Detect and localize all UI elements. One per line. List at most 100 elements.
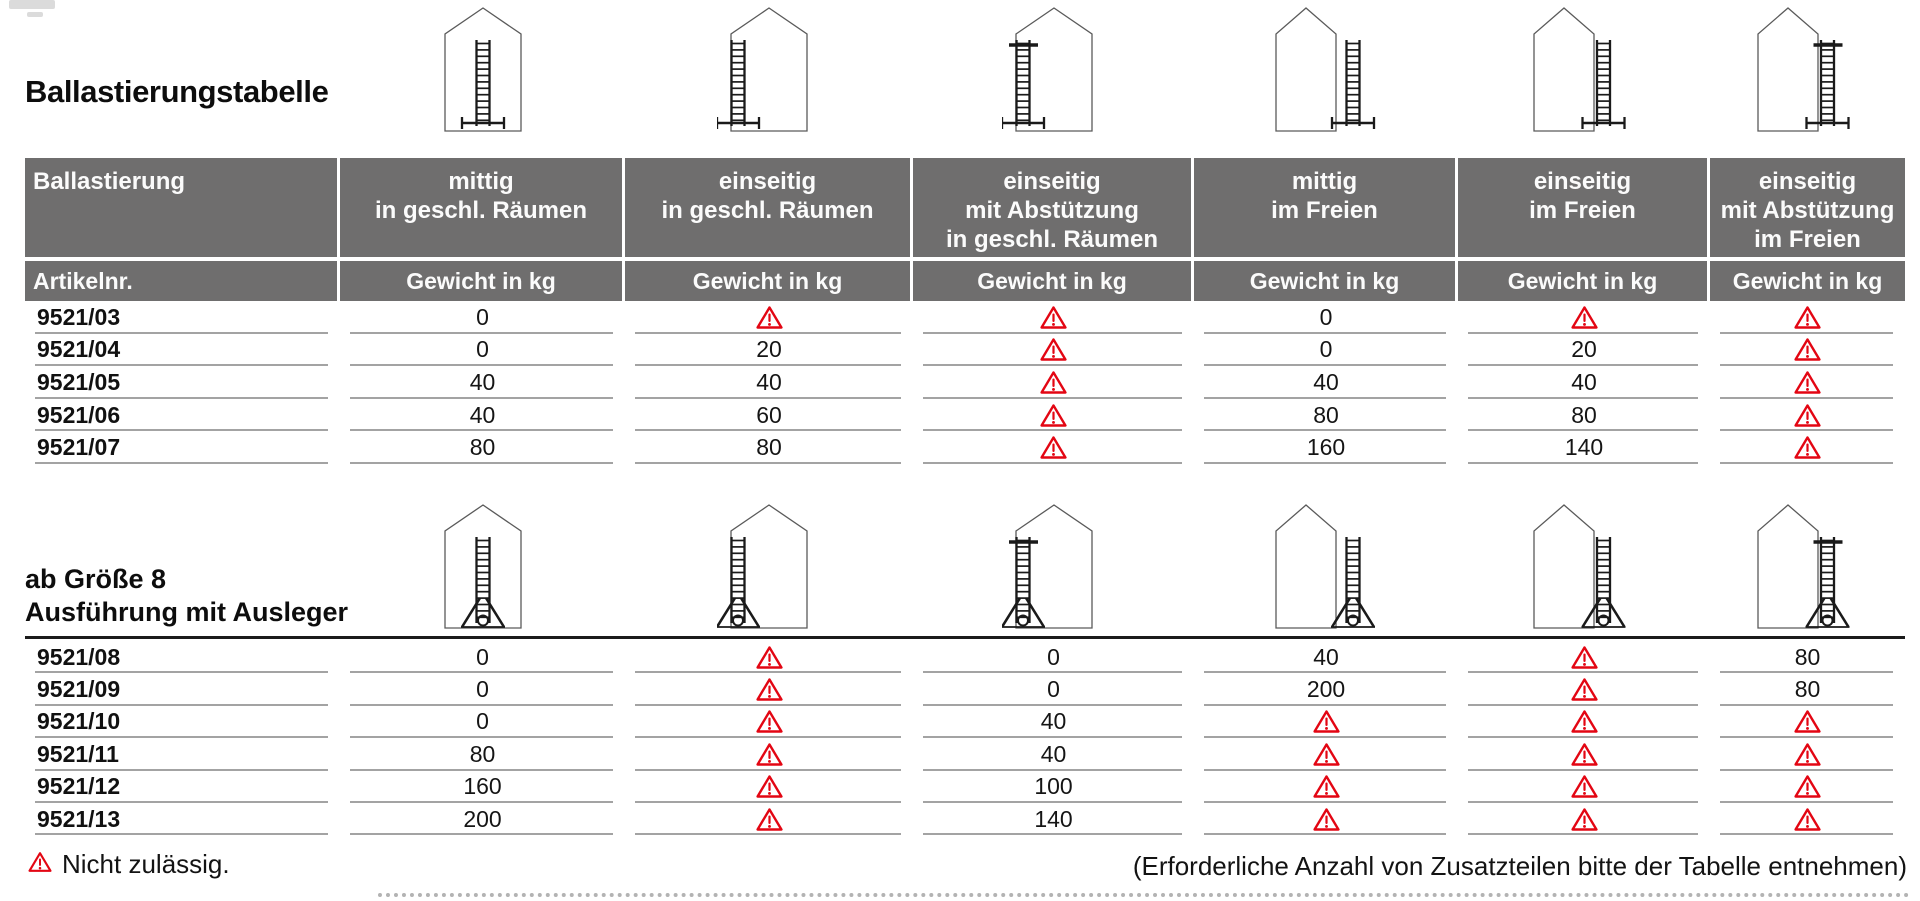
article-cell: 9521/08	[25, 641, 340, 674]
weight-cell: 0	[340, 334, 625, 367]
article-cell: 9521/12	[25, 771, 340, 803]
weight-cell: 0	[913, 641, 1194, 674]
table-row: 9521/09 0 0 200 80	[25, 673, 1905, 706]
row-separator	[1720, 703, 1893, 706]
row-separator	[923, 736, 1182, 739]
weight-cell	[1458, 706, 1710, 739]
weight-cell	[1194, 803, 1458, 836]
weight-cell: 40	[625, 366, 913, 399]
weight-cell	[1194, 706, 1458, 739]
row-separator	[350, 331, 613, 334]
row-separator	[350, 800, 613, 803]
row-separator	[923, 461, 1182, 464]
condition-header-line: im Freien	[1271, 197, 1378, 224]
row-separator	[350, 736, 613, 739]
section2-top-rule	[25, 636, 1905, 639]
table-row: 9521/13 200 140	[25, 803, 1905, 836]
article-number: 9521/13	[37, 805, 121, 832]
house-ladder-einseitig-abstuetzung-indoor-icon	[1001, 7, 1093, 132]
row-separator	[350, 768, 613, 771]
weight-value: 0	[476, 708, 489, 735]
weight-cell: 60	[625, 399, 913, 432]
condition-header-cell: mittig im Freien	[1194, 158, 1458, 257]
article-cell: 9521/11	[25, 738, 340, 771]
weight-cell	[625, 738, 913, 771]
weight-cell	[913, 334, 1194, 367]
weight-value: 0	[476, 303, 489, 330]
row-separator	[1720, 461, 1893, 464]
row-separator	[35, 396, 328, 399]
article-cell: 9521/10	[25, 706, 340, 739]
artikelnr-header-band: Artikelnr. Gewicht in kg Gewicht in kg G…	[25, 261, 1905, 301]
warning-triangle-icon	[1794, 436, 1821, 459]
weight-value: 0	[476, 676, 489, 703]
row-separator	[1720, 429, 1893, 432]
condition-header-line: mit Abstützung	[965, 197, 1139, 224]
row-separator	[1468, 331, 1698, 334]
row-separator	[635, 703, 901, 706]
row-separator	[635, 768, 901, 771]
weight-cell: 0	[340, 706, 625, 739]
weight-value: 40	[1571, 368, 1597, 395]
row-separator	[1204, 671, 1446, 674]
condition-header-line: mittig	[1291, 168, 1358, 195]
weight-value: 40	[1040, 708, 1067, 735]
row-separator	[635, 461, 901, 464]
row-separator	[1204, 396, 1446, 399]
row-separator	[350, 703, 613, 706]
diagram-cell	[1458, 4, 1710, 136]
row-separator	[923, 833, 1182, 836]
row-separator	[1468, 429, 1698, 432]
row-separator	[1204, 703, 1446, 706]
row-separator	[1204, 364, 1446, 367]
row-separator	[350, 396, 613, 399]
article-cell: 9521/06	[25, 399, 340, 432]
condition-header-line: einseitig	[1003, 168, 1101, 195]
row-separator	[1720, 736, 1893, 739]
house-ladder-ausleger-einseitig-abstuetzung-outdoor-icon	[1756, 504, 1850, 629]
weight-cell: 0	[913, 673, 1194, 706]
row-separator	[1468, 396, 1698, 399]
table-row: 9521/11 80 40	[25, 738, 1905, 771]
section2-label-line: Ausführung mit Ausleger	[25, 597, 349, 627]
diagram-cell	[340, 4, 625, 136]
row-separator	[923, 396, 1182, 399]
weight-cell: 20	[1458, 334, 1710, 367]
perforation-dotted-line	[378, 893, 1910, 897]
row-separator	[1468, 364, 1698, 367]
row-separator	[1468, 671, 1698, 674]
weight-cell	[1710, 399, 1905, 432]
article-cell: 9521/13	[25, 803, 340, 836]
weight-cell	[1194, 771, 1458, 803]
weight-cell	[1458, 738, 1710, 771]
weight-cell: 80	[1710, 641, 1905, 674]
weight-cell	[1458, 673, 1710, 706]
warning-triangle-icon	[1794, 338, 1821, 362]
weight-value: 20	[756, 336, 782, 363]
article-number: 9521/11	[37, 740, 119, 767]
weight-value: 80	[756, 434, 782, 461]
weight-cell: 40	[913, 738, 1194, 771]
weight-value: 40	[469, 401, 496, 428]
row-separator	[1468, 833, 1698, 836]
article-number: 9521/04	[37, 336, 121, 363]
warning-triangle-icon	[1794, 403, 1821, 427]
row-separator	[35, 736, 328, 739]
weight-cell	[1710, 301, 1905, 334]
article-cell: 9521/07	[25, 431, 340, 464]
weight-cell	[913, 301, 1194, 334]
house-ladder-ausleger-einseitig-abstuetzung-indoor-icon	[1001, 504, 1093, 629]
row-separator	[635, 364, 901, 367]
row-separator	[635, 833, 901, 836]
house-ladder-ausleger-einseitig-outdoor-icon	[1533, 504, 1626, 629]
house-ladder-mittig-indoor-icon	[443, 7, 522, 132]
condition-header-line: mittig	[448, 168, 514, 195]
diagram-cell	[340, 501, 625, 633]
weight-value: 0	[476, 643, 489, 670]
table-row: 9521/10 0 40	[25, 706, 1905, 739]
weight-value: 140	[1034, 805, 1073, 832]
condition-header-cell: einseitig mit Abstützung in geschl. Räumen	[913, 158, 1194, 257]
table-row: 9521/07 80 80 160 140	[25, 431, 1905, 464]
warning-triangle-icon	[1040, 306, 1067, 329]
weight-value: 160	[1306, 434, 1346, 461]
